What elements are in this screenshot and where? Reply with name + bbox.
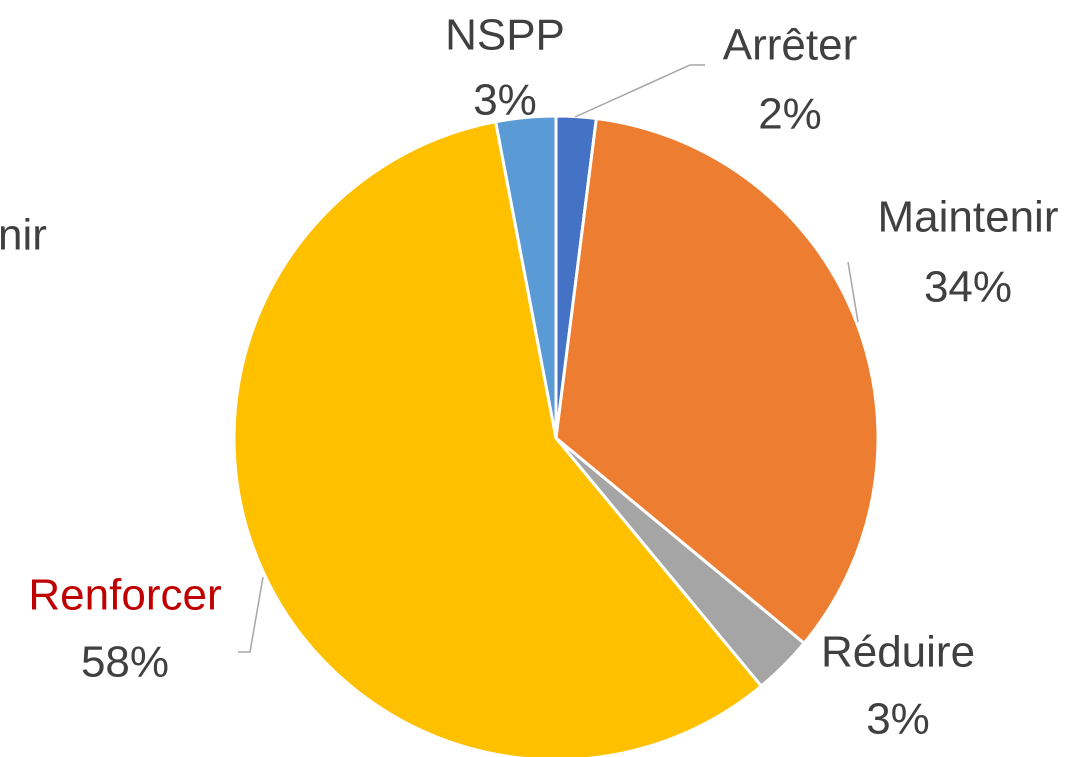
leader-line xyxy=(847,261,859,323)
slice-value-label: 3% xyxy=(866,695,930,744)
slice-value-label: 3% xyxy=(473,76,537,125)
pie-slice xyxy=(554,116,880,646)
leader-line xyxy=(238,576,264,653)
slice-label: Renforcer xyxy=(28,571,221,620)
slice-value-label: 34% xyxy=(924,263,1012,312)
annotation: nir xyxy=(0,211,47,260)
slice-label: NSPP xyxy=(445,11,565,60)
slice-label: Maintenir xyxy=(878,193,1059,242)
slice-label: Réduire xyxy=(821,628,975,677)
pie-slice xyxy=(493,114,558,439)
slice-value-label: 58% xyxy=(81,638,169,687)
slice-label: Arrêter xyxy=(723,21,857,70)
leader-line xyxy=(574,64,705,118)
slice-value-label: 2% xyxy=(758,90,822,139)
